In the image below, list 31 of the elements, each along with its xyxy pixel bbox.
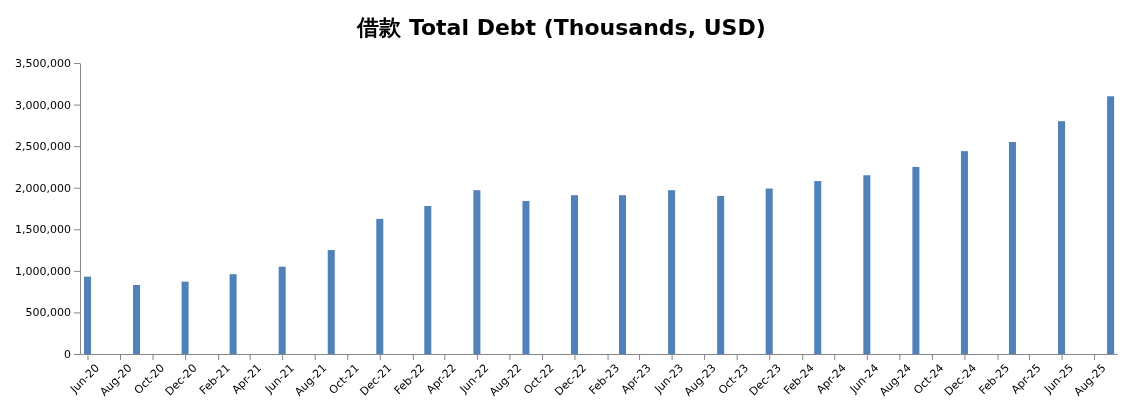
chart-title: 借款 Total Debt (Thousands, USD) [356, 15, 766, 40]
bar [278, 266, 286, 354]
y-tick-label: 1,500,000 [15, 223, 71, 237]
bar [814, 181, 822, 354]
y-tick-label: 0 [64, 348, 71, 362]
bar [522, 201, 530, 354]
bar [765, 188, 773, 354]
bar [668, 190, 676, 354]
bar [863, 175, 871, 354]
bar [473, 190, 481, 354]
bar [133, 284, 141, 354]
bar [376, 218, 384, 354]
bar [424, 206, 432, 354]
bar [912, 166, 920, 354]
y-tick-label: 3,000,000 [15, 98, 71, 112]
bar [619, 195, 627, 354]
y-tick-label: 2,500,000 [15, 140, 71, 154]
bar [83, 276, 91, 354]
bar [571, 195, 578, 354]
y-tick-label: 3,500,000 [15, 57, 71, 71]
bar [229, 274, 237, 354]
bar [717, 196, 725, 354]
bar [1058, 121, 1066, 354]
bar [181, 281, 189, 354]
bar [1008, 141, 1016, 354]
bar [960, 151, 968, 354]
y-tick-label: 2,000,000 [15, 181, 71, 195]
y-tick-label: 1,000,000 [15, 264, 71, 278]
bar [327, 250, 335, 354]
bar [1107, 96, 1115, 354]
y-tick-label: 500,000 [25, 306, 71, 320]
